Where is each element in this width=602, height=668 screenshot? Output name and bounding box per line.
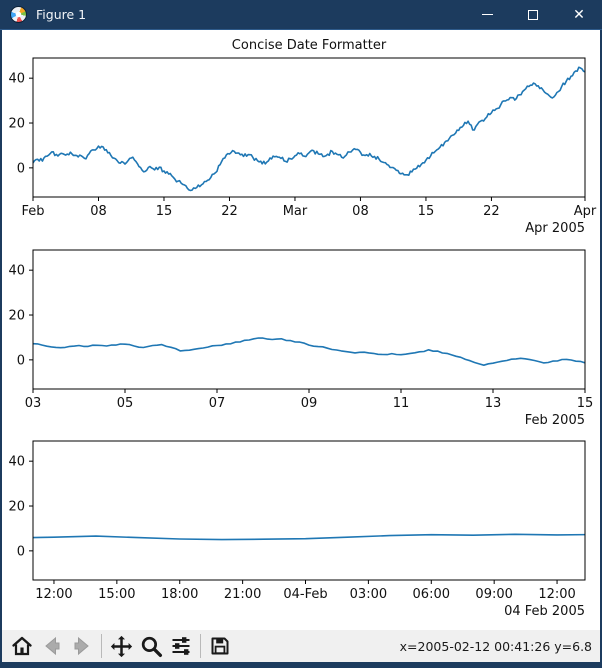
svg-text:20: 20 (8, 500, 25, 515)
maximize-button[interactable] (510, 0, 556, 30)
svg-text:08: 08 (90, 204, 107, 219)
home-button[interactable] (7, 632, 37, 660)
sliders-icon (172, 637, 190, 655)
svg-text:06:00: 06:00 (413, 587, 450, 602)
back-button[interactable] (37, 632, 67, 660)
svg-text:0: 0 (17, 544, 25, 559)
subplot-bottom[interactable]: 12:00 15:00 18:00 21:00 04-Feb 03:00 06:00 09:0… (8, 440, 586, 619)
svg-text:40: 40 (8, 264, 25, 279)
svg-text:20: 20 (8, 309, 25, 324)
pan-icon (110, 635, 132, 657)
svg-text:Concise Date Formatter: Concise Date Formatter (232, 38, 387, 53)
svg-text:15: 15 (156, 204, 173, 219)
svg-text:Mar: Mar (283, 204, 308, 219)
svg-text:15: 15 (577, 396, 594, 411)
svg-text:03:00: 03:00 (350, 587, 387, 602)
save-floppy-icon (211, 637, 229, 655)
svg-text:15:00: 15:00 (98, 587, 135, 602)
svg-text:04 Feb 2005: 04 Feb 2005 (504, 604, 585, 619)
home-icon (12, 636, 32, 656)
svg-text:Apr 2005: Apr 2005 (525, 221, 585, 236)
cursor-position-readout: x=2005-02-12 00:41:26 y=6.8 (399, 638, 592, 654)
zoom-to-rect-button[interactable] (136, 632, 166, 660)
maximize-icon (528, 9, 538, 20)
configure-subplots-button[interactable] (166, 632, 196, 660)
subplot-middle[interactable]: 03 05 07 09 11 13 15 0 20 40 Feb 2005 (8, 249, 593, 428)
matplotlib-logo-icon (10, 6, 27, 23)
svg-text:12:00: 12:00 (538, 587, 575, 602)
minimize-icon (481, 13, 493, 16)
svg-text:40: 40 (8, 72, 25, 87)
back-arrow-icon (45, 636, 60, 656)
svg-text:13: 13 (485, 396, 502, 411)
svg-text:09: 09 (301, 396, 318, 411)
svg-text:40: 40 (8, 455, 25, 470)
subplot-top[interactable]: Feb 08 15 22 Mar 08 15 22 Apr 0 20 40 Apr 2005 Concis… (8, 38, 596, 236)
svg-text:22: 22 (483, 204, 500, 219)
svg-text:0: 0 (17, 161, 25, 176)
toolbar-separator (200, 634, 201, 658)
pan-button[interactable] (106, 632, 136, 660)
svg-text:11: 11 (393, 396, 410, 411)
svg-text:Apr: Apr (574, 204, 597, 219)
svg-text:04-Feb: 04-Feb (283, 587, 327, 602)
save-button[interactable] (205, 632, 235, 660)
close-button[interactable]: ✕ (556, 0, 602, 30)
svg-text:21:00: 21:00 (224, 587, 261, 602)
svg-text:05: 05 (117, 396, 134, 411)
svg-text:12:00: 12:00 (35, 587, 72, 602)
svg-text:18:00: 18:00 (161, 587, 198, 602)
svg-text:22: 22 (221, 204, 238, 219)
svg-text:07: 07 (209, 396, 226, 411)
svg-text:08: 08 (352, 204, 369, 219)
close-icon: ✕ (573, 6, 585, 23)
svg-text:Feb 2005: Feb 2005 (525, 413, 585, 428)
svg-text:Feb: Feb (21, 204, 44, 219)
svg-text:0: 0 (17, 353, 25, 368)
navigation-toolbar (2, 630, 600, 662)
svg-text:03: 03 (25, 396, 42, 411)
minimize-button[interactable] (464, 0, 510, 30)
title-bar: Figure 1 ✕ (0, 0, 602, 30)
svg-text:09:00: 09:00 (475, 587, 512, 602)
forward-button[interactable] (67, 632, 97, 660)
svg-text:20: 20 (8, 117, 25, 132)
svg-text:15: 15 (418, 204, 435, 219)
toolbar-separator (101, 634, 102, 658)
figure-canvas[interactable]: Feb 08 15 22 Mar 08 15 22 Apr 0 20 40 Apr 2005 Concis… (2, 30, 600, 630)
window-title: Figure 1 (36, 7, 87, 22)
forward-arrow-icon (74, 636, 89, 656)
magnifier-icon (141, 636, 162, 657)
